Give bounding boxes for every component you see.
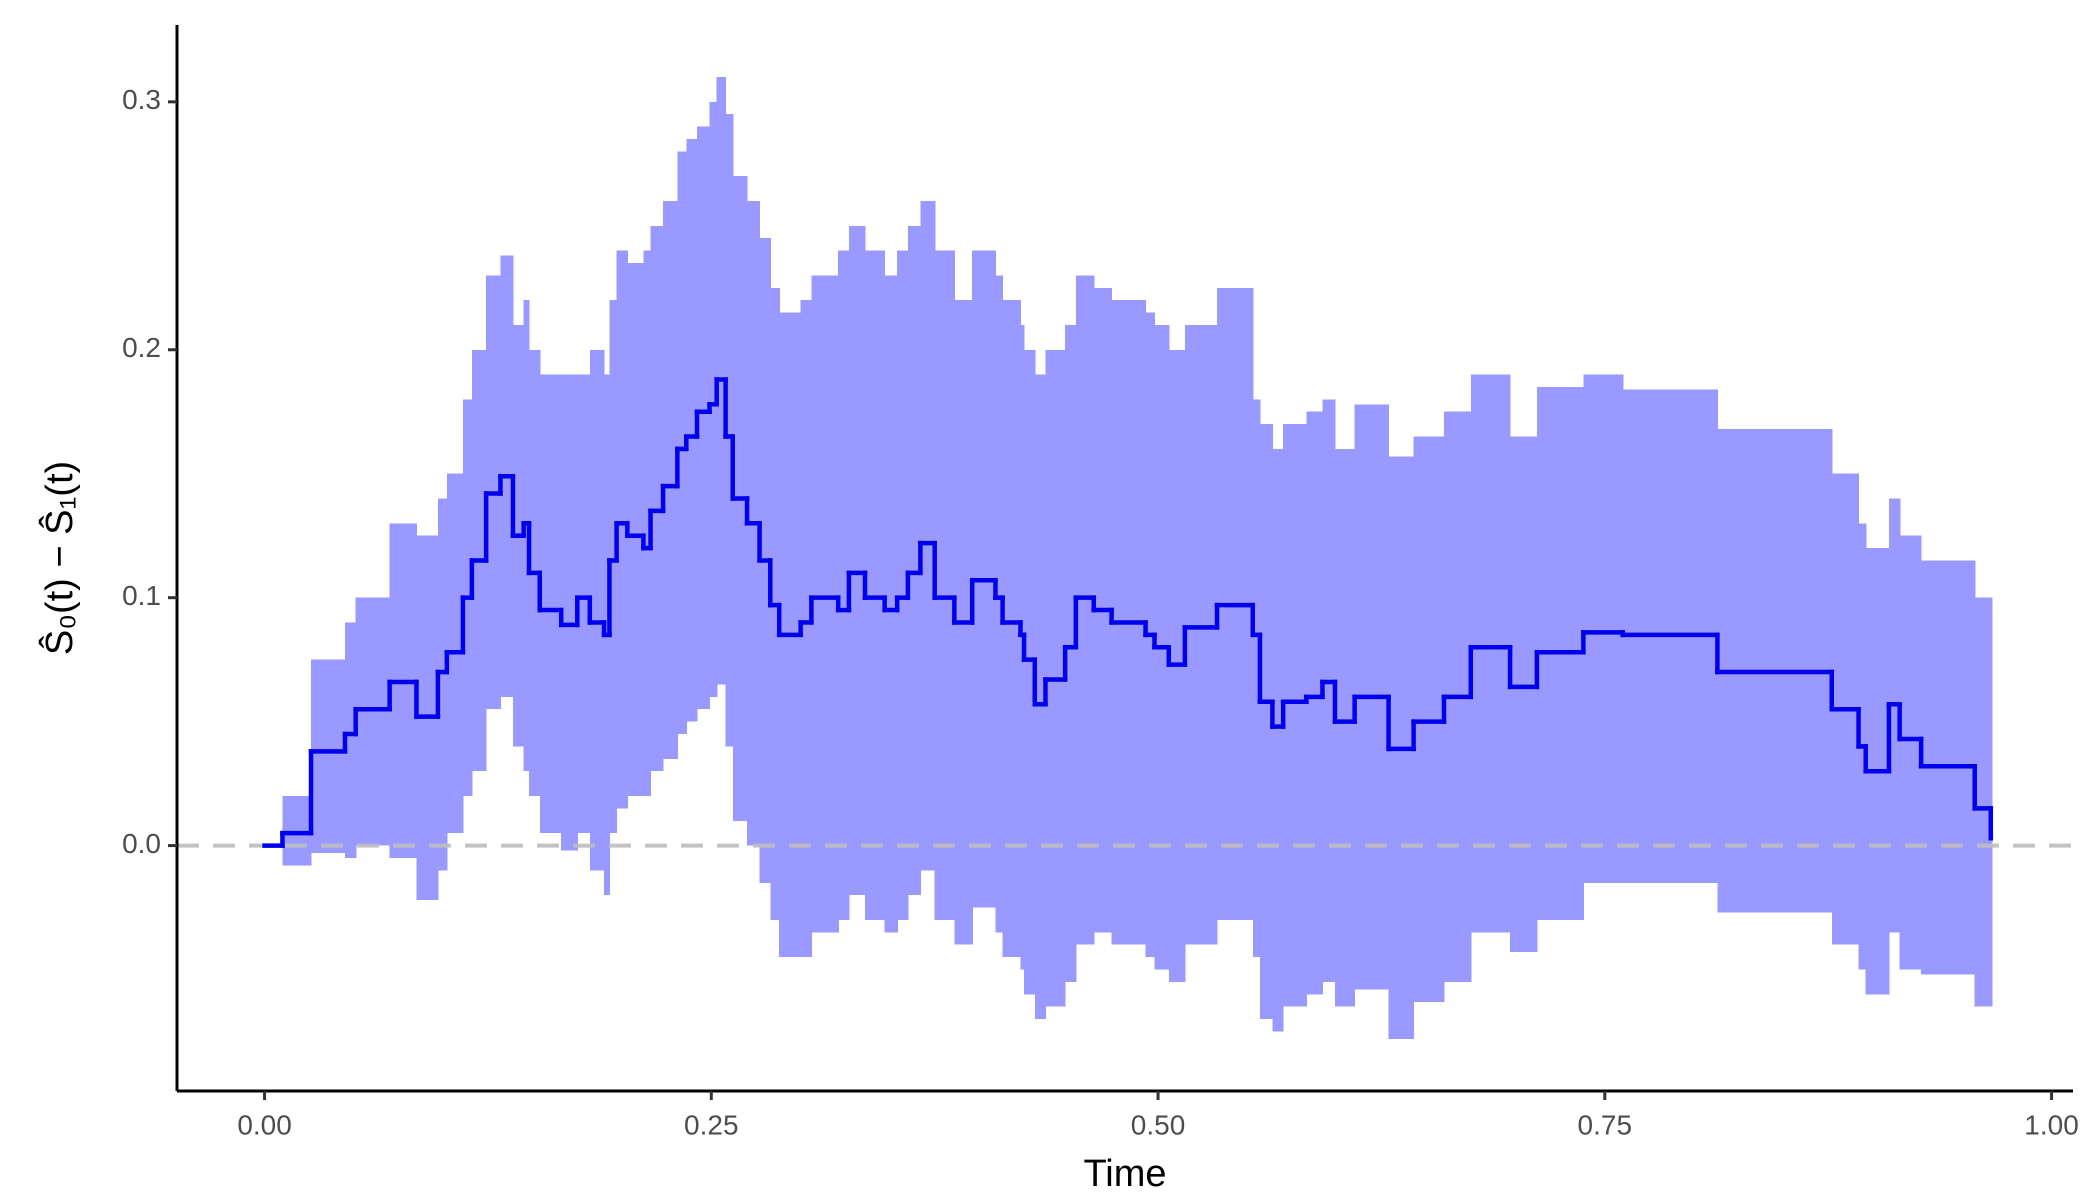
y-tick-label: 0.3 <box>122 84 161 115</box>
confidence-band <box>609 300 618 834</box>
confidence-band <box>1974 597 1992 1007</box>
confidence-band <box>1184 324 1218 945</box>
confidence-band <box>934 250 955 920</box>
confidence-band <box>884 275 898 933</box>
confidence-band <box>709 101 718 697</box>
confidence-band <box>848 225 866 896</box>
confidence-band <box>1990 597 1993 1007</box>
y-axis-title: Ŝ₀(t) − Ŝ₁(t) <box>37 461 81 655</box>
confidence-band <box>1888 498 1901 933</box>
confidence-band <box>389 523 418 858</box>
confidence-band <box>1259 424 1274 1020</box>
confidence-band <box>907 225 921 896</box>
confidence-band <box>344 622 357 858</box>
confidence-band <box>589 349 605 871</box>
confidence-band <box>838 250 850 920</box>
confidence-band <box>1075 275 1095 945</box>
x-tick-label: 0.75 <box>1578 1109 1633 1140</box>
confidence-band <box>897 250 909 920</box>
confidence-band <box>1024 349 1036 995</box>
x-tick-label: 0.50 <box>1131 1109 1186 1140</box>
confidence-band <box>1306 411 1324 995</box>
y-tick-label: 0.1 <box>122 580 161 611</box>
confidence-band <box>355 597 391 846</box>
confidence-band <box>311 659 346 854</box>
y-tick-label: 0.2 <box>122 332 161 363</box>
confidence-band <box>437 498 448 871</box>
confidence-band <box>561 374 578 851</box>
x-tick-label: 0.25 <box>684 1109 739 1140</box>
x-tick-label: 0.00 <box>237 1109 292 1140</box>
confidence-band <box>1272 448 1284 1032</box>
confidence-band <box>1413 436 1445 1002</box>
confidence-band <box>1065 324 1077 982</box>
confidence-band <box>811 275 839 933</box>
confidence-band <box>663 201 678 759</box>
confidence-band <box>627 262 645 796</box>
confidence-band <box>650 225 664 772</box>
confidence-band <box>725 114 734 747</box>
confidence-band <box>643 250 652 796</box>
confidence-band <box>539 374 562 834</box>
confidence-band <box>1899 535 1922 970</box>
y-tick-label: 0.0 <box>122 828 161 859</box>
confidence-band <box>1583 374 1624 883</box>
confidence-band <box>1510 436 1538 953</box>
confidence-band <box>1283 424 1307 1007</box>
confidence-band <box>1002 300 1022 958</box>
confidence-band <box>616 250 628 809</box>
confidence-band <box>1470 374 1511 933</box>
confidence-band <box>1322 399 1336 982</box>
confidence-band <box>800 300 812 958</box>
confidence-band <box>995 275 1004 933</box>
x-tick-label: 1.00 <box>2024 1109 2079 1140</box>
confidence-band <box>1252 399 1261 958</box>
confidence-band <box>697 126 711 710</box>
confidence-band <box>282 795 312 866</box>
confidence-band <box>864 250 886 920</box>
x-axis-title: Time <box>1083 1153 1166 1195</box>
confidence-band <box>523 300 530 772</box>
confidence-band <box>677 151 687 735</box>
confidence-band <box>1034 374 1047 1020</box>
confidence-band <box>920 201 936 871</box>
confidence-band <box>686 139 698 722</box>
confidence-band <box>577 374 591 834</box>
confidence-band <box>1334 448 1356 1007</box>
